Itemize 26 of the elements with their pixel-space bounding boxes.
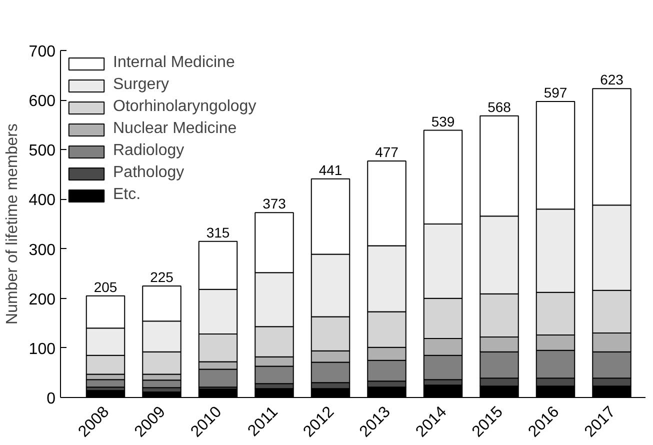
legend-label: Radiology: [113, 142, 184, 160]
total-label: 597: [544, 84, 568, 101]
total-label: 315: [206, 224, 230, 240]
y-tick-label: 500: [28, 142, 56, 160]
y-tick-label: 100: [28, 340, 56, 358]
y-tick-label: 200: [28, 291, 56, 308]
legend-label: Internal Medicine: [113, 54, 235, 72]
legend-label: Etc.: [113, 186, 141, 204]
legend-label: Nuclear Medicine: [113, 120, 237, 138]
total-label: 477: [375, 144, 399, 160]
y-tick-label: 600: [28, 93, 56, 110]
total-label: 205: [94, 278, 118, 295]
y-tick-label: 0: [46, 390, 56, 408]
y-tick-label: 300: [28, 242, 56, 259]
total-label: 539: [431, 113, 455, 130]
total-label: 441: [318, 162, 342, 178]
total-label: 623: [600, 72, 624, 88]
legend-label: Surgery: [113, 76, 170, 94]
y-tick-label: 400: [28, 192, 56, 210]
total-label: 225: [150, 268, 174, 285]
legend-label: Otorhinolaryngology: [113, 98, 256, 116]
y-axis-title: Number of lifetime members: [4, 124, 21, 324]
total-label: 373: [262, 196, 286, 212]
total-label: 568: [488, 98, 512, 115]
legend-label: Pathology: [113, 164, 184, 182]
y-tick-label: 700: [28, 44, 56, 60]
